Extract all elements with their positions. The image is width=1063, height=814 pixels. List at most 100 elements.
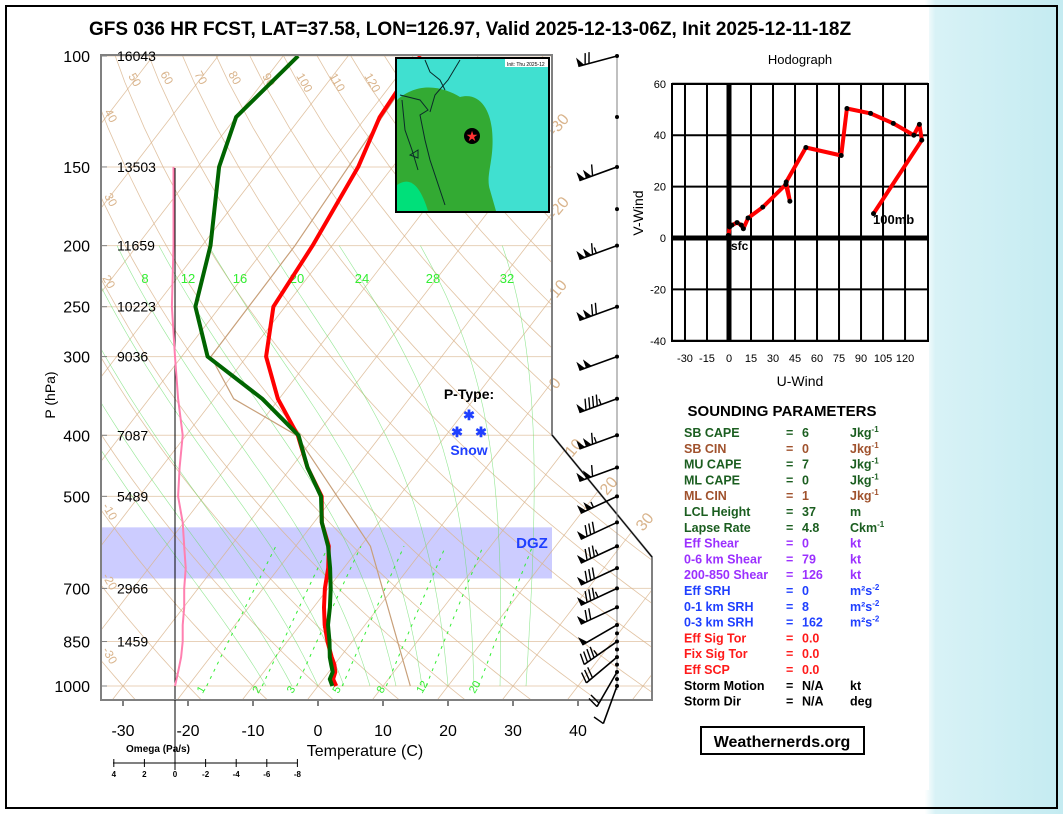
wind-barb-staff xyxy=(580,521,618,541)
wind-barb-line xyxy=(584,609,588,622)
moist-adiabat-line xyxy=(420,245,501,687)
hodograph-xtick-label: -30 xyxy=(677,353,693,365)
param-unit-base: Jkg xyxy=(850,426,872,440)
omega-axis-title: Omega (Pa/s) xyxy=(126,744,190,755)
hodograph-xlabel: U-Wind xyxy=(777,373,824,389)
parcel-trace xyxy=(210,68,415,687)
isotherm-line xyxy=(101,55,436,700)
wind-barb-flag xyxy=(576,576,587,586)
omega-tick-label: -2 xyxy=(202,770,210,779)
hodograph-xtick-label: 105 xyxy=(874,353,892,365)
hodograph-point xyxy=(844,105,850,111)
wind-barb-line xyxy=(588,523,592,535)
omega-trace xyxy=(170,166,187,687)
param-value: 7 xyxy=(802,458,809,472)
moist-adiabat-line xyxy=(116,245,371,687)
wind-barb-flag xyxy=(576,597,587,606)
pressure-tick-label: 700 xyxy=(63,581,90,598)
wind-barb-flag xyxy=(576,361,586,371)
hodograph-ylabel: V-Wind xyxy=(630,190,646,235)
height-label: 2966 xyxy=(117,580,148,596)
wind-barb-line xyxy=(591,587,596,600)
param-unit-base: kt xyxy=(850,568,862,582)
wind-barb xyxy=(576,394,618,414)
wind-barb-half xyxy=(594,591,599,598)
dry-adiabat-line xyxy=(101,55,465,700)
wind-barb-staff xyxy=(583,640,618,666)
param-label: Eff SCP xyxy=(684,663,730,677)
dry-adiabat-line xyxy=(267,55,652,700)
wind-barb-line xyxy=(588,608,592,620)
wind-barb-half xyxy=(594,549,599,556)
param-unit: Jkg-1 xyxy=(850,488,879,503)
param-value: 0 xyxy=(802,584,809,598)
isotherm-line xyxy=(101,55,371,700)
wind-barb-line xyxy=(590,164,594,176)
param-unit: Jkg-1 xyxy=(850,457,879,472)
wind-barb-flag xyxy=(576,440,586,449)
param-unit-base: kt xyxy=(850,679,862,693)
param-unit-base: Jkg xyxy=(850,458,872,472)
hodograph-xtick-label: 75 xyxy=(833,353,845,365)
param-equals: = xyxy=(786,426,793,440)
wind-barb-flag xyxy=(576,531,587,540)
wind-barb-line xyxy=(588,589,592,601)
chart-title: GFS 036 HR FCST, LAT=37.58, LON=126.97, … xyxy=(89,19,852,40)
wind-barb-line xyxy=(588,569,592,581)
param-equals: = xyxy=(786,458,793,472)
wind-barb xyxy=(576,606,618,625)
param-label: LCL Height xyxy=(684,505,751,519)
moist-adiabat-line xyxy=(208,245,423,687)
hodograph-point xyxy=(783,179,789,185)
dry-adiabat-line xyxy=(202,55,652,700)
param-unit: m²s-2 xyxy=(850,599,880,614)
pressure-tick-label: 850 xyxy=(63,635,90,652)
hodograph-point xyxy=(803,145,809,151)
pressure-tick-label: 500 xyxy=(63,489,90,506)
param-unit: Jkg-1 xyxy=(850,425,879,440)
wind-level-dot xyxy=(615,677,619,682)
hodograph-xtick-label: 120 xyxy=(896,353,914,365)
isotherm-label: -10 xyxy=(543,277,571,306)
param-unit: kt xyxy=(850,537,862,551)
param-row: ML CAPE = 0 Jkg-1 xyxy=(684,472,879,487)
moist-adiabat-label: 12 xyxy=(181,271,195,286)
wind-barb-flag xyxy=(576,250,586,260)
param-value: 0 xyxy=(802,473,809,487)
hodograph-point xyxy=(740,226,746,232)
param-row: Eff SRH = 0 m²s-2 xyxy=(684,583,880,598)
wind-barb xyxy=(576,243,618,261)
snow-symbol-icon: ✱ xyxy=(451,424,463,440)
hodograph-xtick-label: 15 xyxy=(745,353,757,365)
mixing-ratio-label: 2 xyxy=(250,684,263,695)
temperature-tick-label: 30 xyxy=(504,723,522,740)
param-value: 0 xyxy=(802,442,809,456)
wind-barb-half xyxy=(590,501,595,508)
wind-barb-line xyxy=(595,394,598,407)
param-label: Lapse Rate xyxy=(684,521,751,535)
hodograph-ytick-label: 60 xyxy=(654,79,666,91)
isotherm-label: 30 xyxy=(633,510,658,535)
param-value: 0 xyxy=(802,537,809,551)
temperature-tick-label: 10 xyxy=(374,723,392,740)
wind-barb-staff xyxy=(580,606,618,625)
wind-barb-line xyxy=(588,698,598,708)
param-equals: = xyxy=(786,489,793,503)
wind-barb-line xyxy=(591,521,596,534)
wind-barb-flag xyxy=(576,505,587,514)
omega-tick-label: 2 xyxy=(142,770,147,779)
param-row: Lapse Rate = 4.8 Ckm-1 xyxy=(684,520,885,535)
omega-tick-label: -6 xyxy=(263,770,271,779)
param-unit: deg xyxy=(850,695,872,709)
param-label: 0-3 km SRH xyxy=(684,616,753,630)
param-label: 0-6 km Shear xyxy=(684,552,762,566)
pressure-tick-label: 150 xyxy=(63,160,90,177)
hodograph-point xyxy=(787,198,793,204)
mixing-ratio-label: 5 xyxy=(330,684,343,695)
param-unit-base: m²s xyxy=(850,616,872,630)
params-title: SOUNDING PARAMETERS xyxy=(688,403,877,420)
star-icon: ★ xyxy=(466,128,479,144)
wind-barbs xyxy=(576,52,619,725)
param-equals: = xyxy=(786,473,793,487)
